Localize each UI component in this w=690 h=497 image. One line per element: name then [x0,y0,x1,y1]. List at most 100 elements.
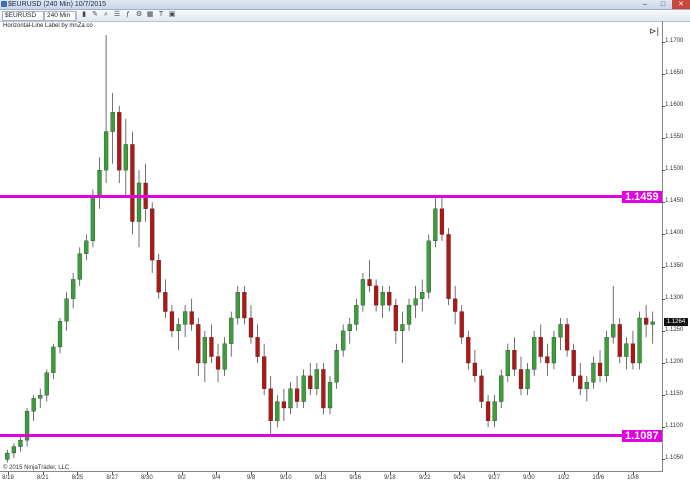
candle [182,305,188,338]
candle [453,285,458,325]
strategy-icon[interactable]: ⚙ [135,11,143,18]
candle-body-up [51,346,56,373]
candle-body-up [202,337,207,364]
candle-body-down [130,144,135,222]
grid-icon[interactable]: ▦ [146,11,154,18]
candle-body-up [235,292,240,319]
candle-body-down [485,401,491,422]
y-tick-mark [662,73,665,75]
x-tick-mark [146,472,148,475]
period-selector[interactable]: 240 Min [44,11,76,21]
candle-body-down [169,311,175,332]
candle-body-down [512,349,517,370]
y-tick-label: 1.1550 [665,134,684,140]
scroll-to-end-icon[interactable]: ⊳| [649,26,659,36]
x-tick-mark [563,472,565,475]
candle-body-up [229,317,234,344]
candle [31,395,36,421]
x-tick-mark [494,472,496,475]
candle [77,247,82,286]
x-tick-label: 9/16 [349,475,362,481]
candle [360,273,366,312]
candle-body-up [182,311,188,325]
x-tick-label: 9/24 [453,475,466,481]
candle [281,388,287,421]
instrument-selector[interactable]: $EURUSD [2,11,44,21]
y-tick-mark [662,427,665,429]
candle [229,311,234,357]
candle-body-up [301,375,306,402]
horizontal-line-lower[interactable] [0,434,661,438]
indicator-icon[interactable]: ƒ [126,11,130,18]
candle-body-up [314,369,319,389]
y-tick-mark [662,330,665,332]
x-tick-label: 9/18 [384,475,396,481]
candle [406,298,412,331]
candle [446,228,451,306]
candle [564,318,570,357]
candle [288,382,293,415]
candle [18,436,23,452]
candle [248,305,254,344]
candle [650,311,655,344]
candle-body-up [650,321,655,325]
candle-body-up [591,362,596,383]
candle-body-down [472,362,478,377]
candle-body-down [387,292,392,306]
candle-body-up [505,349,510,377]
horizontal-line-upper[interactable] [0,195,661,198]
text-icon[interactable]: T [158,11,164,18]
indicator-label: Horizontal-Line Label by mnZa.co [3,23,93,29]
x-tick-mark [355,472,357,475]
y-tick-label: 1.1050 [665,455,684,462]
candle-body-up [77,253,82,280]
candle-body-up [413,298,418,306]
candle [373,279,379,312]
candle [499,369,504,408]
properties-icon[interactable]: ☰ [113,11,121,18]
candle-body-down [571,349,576,377]
toolbar-divider [76,11,77,20]
candle [117,105,122,183]
minimize-button[interactable]: – [643,1,647,8]
candle-body-up [288,388,293,409]
close-button[interactable]: ✕ [672,0,690,9]
candle-body-down [262,356,267,389]
chart-style-icon[interactable]: ▮ [82,11,86,18]
candle [262,343,267,396]
candle [169,305,175,338]
candle-body-down [578,375,583,389]
y-tick-label: 1.1700 [665,37,684,44]
candle [242,285,247,325]
candle [51,343,56,380]
candle-body-up [97,169,102,197]
candle-body-down [268,388,273,422]
candle [413,285,418,318]
candle [466,330,471,370]
candle [393,298,398,344]
candle-body-up [44,372,49,396]
app-icon [1,1,7,7]
candle [538,324,543,363]
last-price-marker: 1.1264 [664,317,688,326]
window-controls: – □ ✕ [636,0,690,9]
candle [643,305,649,338]
candle-body-up [624,343,629,357]
candle [525,363,530,396]
y-tick-mark [662,363,665,364]
chart-panel[interactable] [0,21,663,472]
zoom-icon[interactable]: ⌕ [104,11,108,18]
x-tick-mark [216,472,218,475]
candle [512,337,517,376]
candle-body-down [373,285,379,306]
pencil-icon[interactable]: ✎ [92,11,98,18]
y-tick-mark [662,105,665,107]
candle [156,253,161,299]
y-tick-label: 1.1400 [665,230,684,237]
candle [110,93,115,164]
x-tick-label: 9/27 [488,475,500,481]
data-box-icon[interactable]: ▣ [168,11,176,18]
candle [387,285,392,312]
candle-body-up [406,304,412,325]
maximize-button[interactable]: □ [660,1,666,8]
